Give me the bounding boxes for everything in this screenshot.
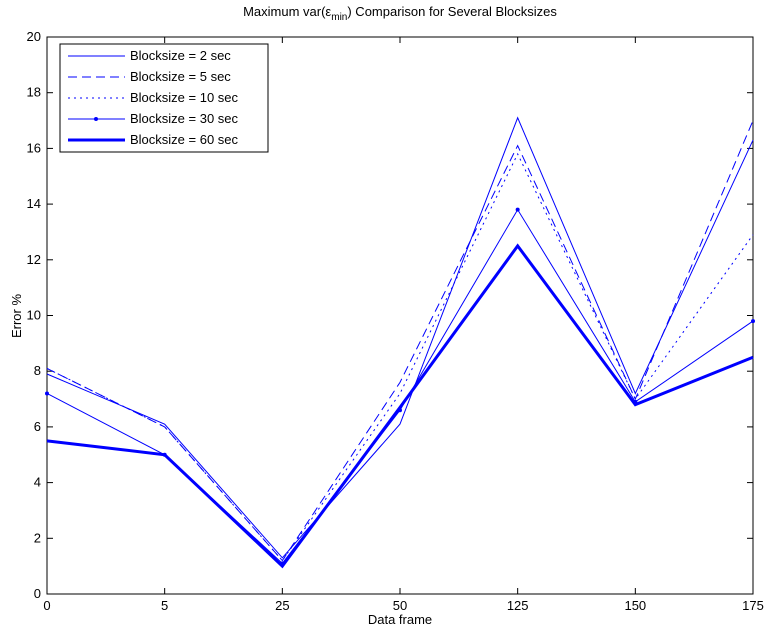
y-tick-label: 2 [34, 530, 41, 545]
legend-label: Blocksize = 5 sec [130, 69, 231, 84]
chart-title: Maximum var(εmin) Comparison for Several… [243, 4, 557, 23]
y-tick-label: 16 [27, 140, 41, 155]
y-tick-label: 20 [27, 29, 41, 44]
x-tick-label: 150 [624, 598, 646, 613]
x-axis-label: Data frame [368, 612, 432, 627]
x-tick-label: 0 [43, 598, 50, 613]
point-marker [751, 319, 755, 324]
legend-label: Blocksize = 10 sec [130, 90, 239, 105]
legend-label: Blocksize = 30 sec [130, 111, 239, 126]
y-tick-label: 6 [34, 419, 41, 434]
y-tick-label: 0 [34, 586, 41, 601]
series-line [46, 116, 754, 559]
x-tick-label: 50 [393, 598, 407, 613]
y-tick-label: 18 [27, 85, 41, 100]
y-tick-label: 12 [27, 252, 41, 267]
x-tick-label: 25 [275, 598, 289, 613]
title-subscript: min [331, 12, 347, 23]
x-tick-label: 5 [161, 598, 168, 613]
x-tick-label: 125 [507, 598, 529, 613]
y-tick-label: 10 [27, 308, 41, 323]
x-tick-label: 175 [742, 598, 764, 613]
legend-label: Blocksize = 2 sec [130, 48, 231, 63]
y-tick-label: 14 [27, 196, 41, 211]
series-line [46, 208, 754, 565]
series-line [46, 243, 754, 569]
series-line [46, 120, 754, 562]
title-part: Maximum var(ε [243, 4, 331, 19]
legend-label: Blocksize = 60 sec [130, 132, 239, 147]
legend-marker [94, 117, 98, 121]
title-part: ) Comparison for Several Blocksizes [347, 4, 557, 19]
y-tick-label: 8 [34, 363, 41, 378]
legend-box [59, 43, 269, 153]
y-axis-label: Error % [9, 294, 24, 339]
point-marker [515, 207, 520, 212]
point-marker [45, 391, 49, 396]
y-tick-label: 4 [34, 475, 41, 490]
series-line [46, 152, 754, 562]
